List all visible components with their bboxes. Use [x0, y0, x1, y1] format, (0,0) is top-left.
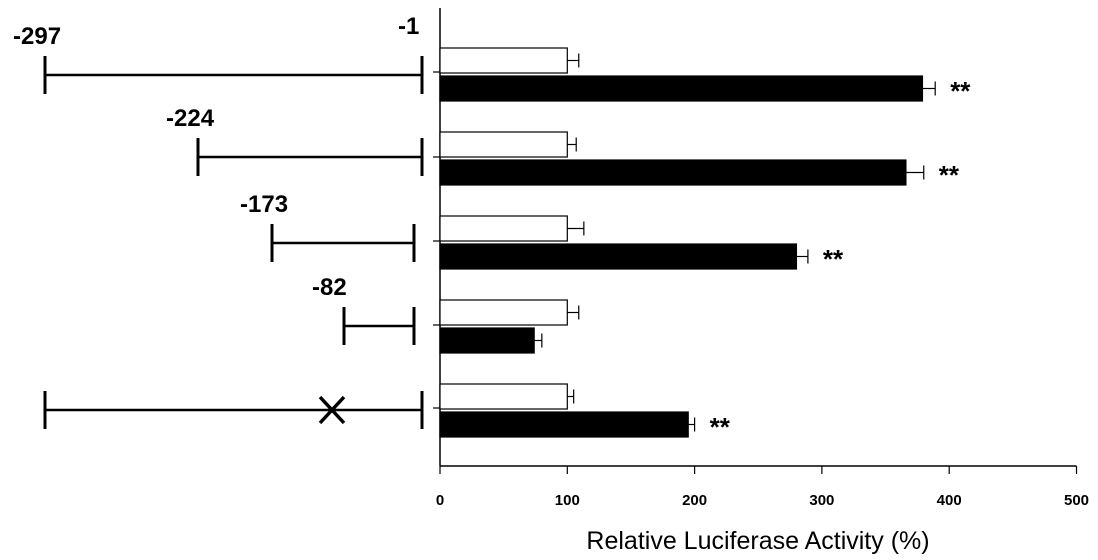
treatment-bar: [439, 75, 924, 102]
treatment-bar: [439, 411, 689, 438]
mutation-x-mark: [318, 395, 346, 425]
promoter-construct-diagram: -297 -1 -224 -173 -82: [13, 13, 424, 429]
bar-series: [439, 47, 936, 438]
treatment-bar: [439, 327, 535, 354]
x-tick-label: 300: [809, 492, 834, 509]
treatment-bar: [439, 243, 798, 270]
construct-start-label: -173: [240, 191, 288, 218]
construct-start-label: -297: [13, 23, 61, 50]
x-tick-label: 0: [436, 492, 444, 509]
control-bar: [439, 131, 568, 158]
x-tick-label: 200: [682, 492, 707, 509]
x-tick-label: 500: [1064, 492, 1089, 509]
x-tick-label: 100: [555, 492, 580, 509]
control-bar: [439, 47, 568, 74]
significance-labels: ** ** ** **: [710, 76, 972, 442]
x-tick-label: 400: [937, 492, 962, 509]
control-bar: [439, 215, 568, 242]
control-bar: [439, 299, 568, 326]
construct-start-label: -224: [166, 105, 215, 132]
construct-start-label: -82: [312, 274, 347, 301]
significance-mark: **: [939, 160, 960, 190]
significance-mark: **: [950, 76, 971, 106]
construct-end-label: -1: [398, 13, 419, 40]
treatment-bar: [439, 159, 907, 186]
control-bar: [439, 383, 568, 410]
x-axis-label: Relative Luciferase Activity (%): [586, 527, 929, 555]
significance-mark: **: [710, 412, 731, 442]
significance-mark: **: [823, 244, 844, 274]
